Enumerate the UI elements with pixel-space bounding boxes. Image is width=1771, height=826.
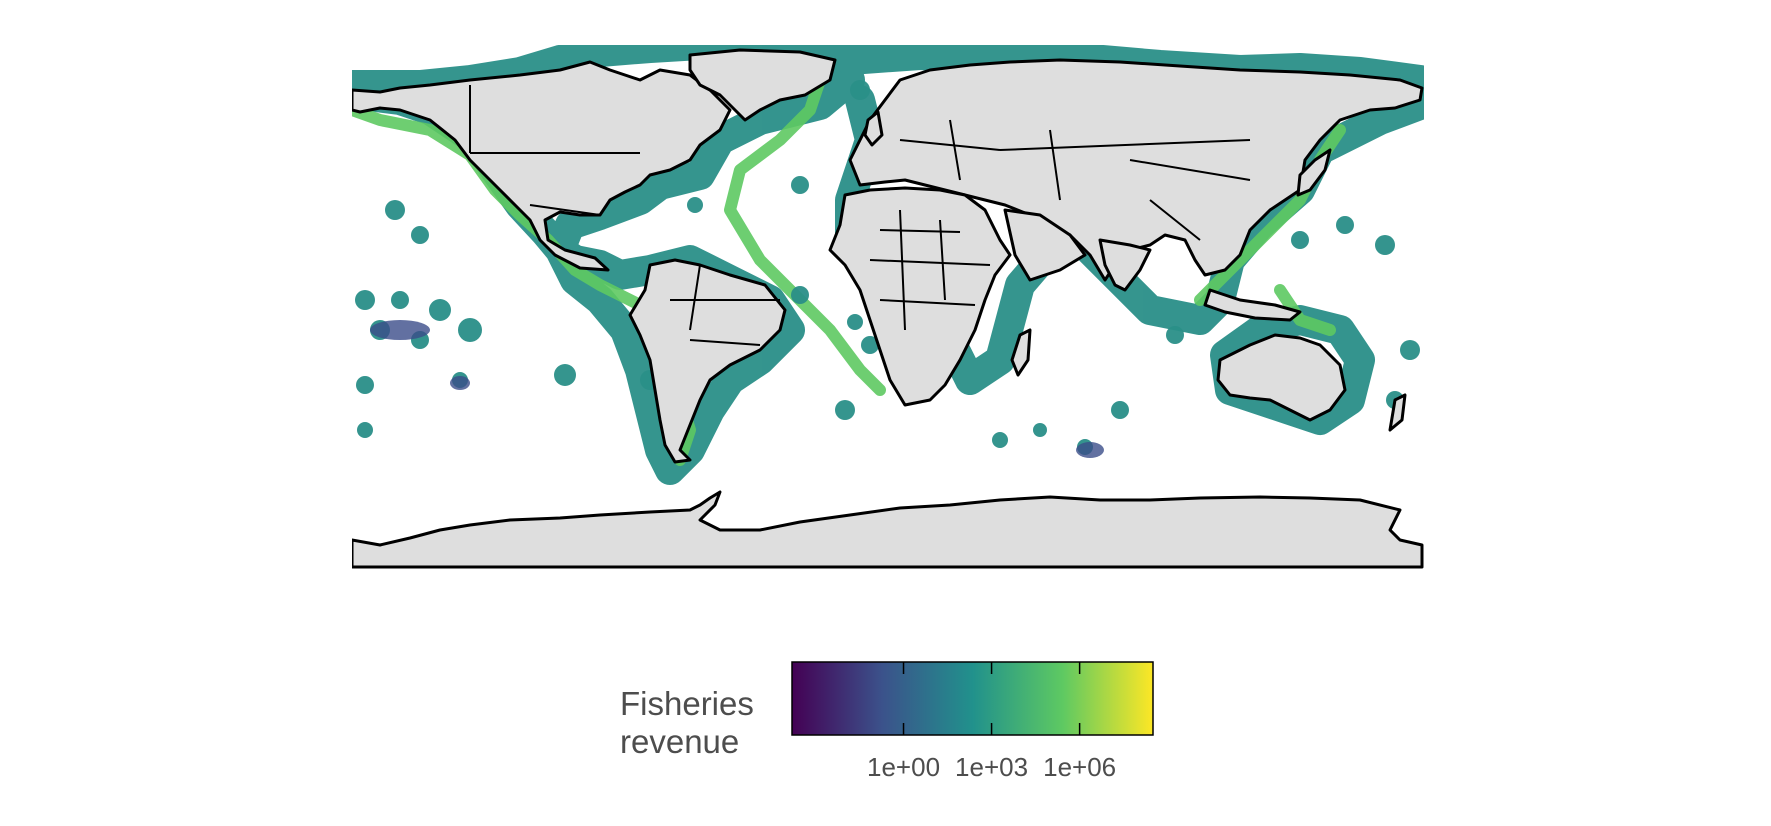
fisheries-revenue-layer (352, 45, 1424, 485)
map-panel (352, 45, 1424, 569)
land-new-zealand (1388, 393, 1407, 432)
legend: Fisheries revenue 1e+00 1e+03 1e+06 (620, 661, 1154, 782)
country-borders (469, 85, 1251, 346)
land-great-britain (863, 110, 884, 147)
land-japan (1296, 148, 1332, 197)
land-layer (352, 48, 1424, 569)
land-africa (828, 186, 1012, 407)
colorbar (791, 661, 1154, 736)
colorbar-tick-label: 1e+00 (867, 752, 940, 782)
colorbar-tick-label: 1e+03 (955, 752, 1028, 782)
legend-title-line1: Fisheries (620, 685, 754, 722)
colorbar-ticks: 1e+00 1e+03 1e+06 (867, 662, 1116, 782)
land-greenland (688, 48, 837, 122)
colorbar-tick-label: 1e+06 (1043, 752, 1116, 782)
land-madagascar (1010, 328, 1032, 377)
land-arabia (1003, 208, 1087, 282)
land-australia (1216, 333, 1347, 422)
land-antarctica (352, 490, 1424, 569)
legend-title-line2: revenue (620, 723, 739, 760)
land-indonesia (1203, 288, 1302, 322)
land-south-america (628, 258, 787, 464)
land-north-america (352, 60, 732, 272)
land-india (1098, 238, 1152, 292)
